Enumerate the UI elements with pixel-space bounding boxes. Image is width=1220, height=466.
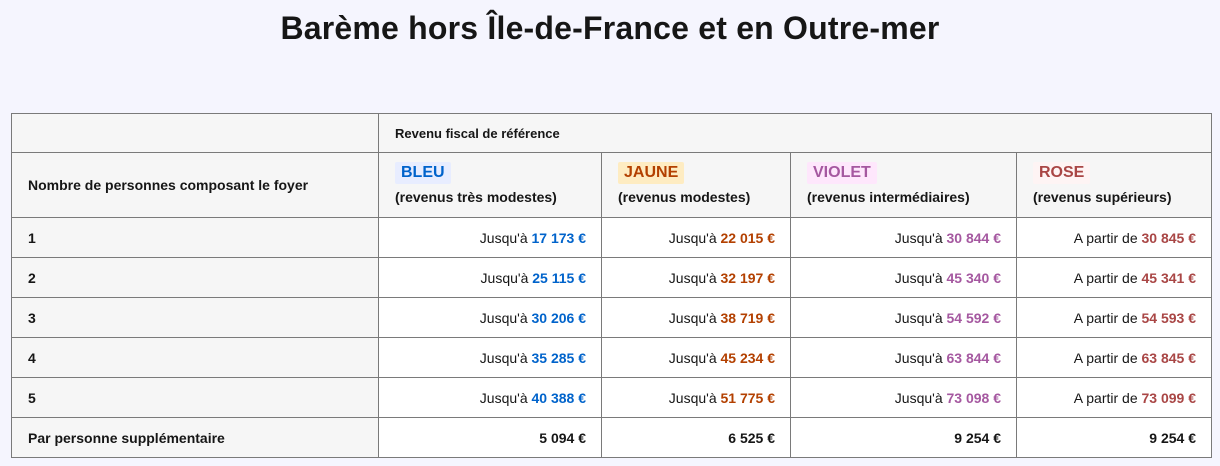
- cell-violet: Jusqu'à 73 098 €: [790, 377, 1017, 418]
- amount-bleu: 17 173 €: [531, 229, 587, 246]
- cell-rose: A partir de 73 099 €: [1016, 377, 1212, 418]
- category-header-rose: ROSE (revenus supérieurs): [1016, 152, 1212, 218]
- prefix-upto: Jusqu'à: [894, 309, 947, 326]
- category-subtitle-violet: (revenus intermédiaires): [807, 189, 970, 205]
- cell-bleu: 5 094 €: [378, 417, 602, 458]
- amount-rose: 45 341 €: [1141, 269, 1197, 286]
- category-subtitle-bleu: (revenus très modestes): [395, 189, 557, 205]
- category-subtitle-jaune: (revenus modestes): [618, 189, 751, 205]
- prefix-upto: Jusqu'à: [668, 309, 721, 326]
- row-label: 1: [11, 217, 379, 258]
- prefix-from: A partir de: [1073, 389, 1142, 406]
- cell-bleu: Jusqu'à 25 115 €: [378, 257, 602, 298]
- amount-jaune: 51 775 €: [720, 389, 776, 406]
- amount-rose: 54 593 €: [1141, 309, 1197, 326]
- cell-violet: Jusqu'à 45 340 €: [790, 257, 1017, 298]
- amount-jaune: 38 719 €: [720, 309, 776, 326]
- prefix-upto: Jusqu'à: [668, 349, 721, 366]
- category-tag-violet: VIOLET: [807, 162, 877, 184]
- cell-violet: Jusqu'à 54 592 €: [790, 297, 1017, 338]
- cell-rose: A partir de 45 341 €: [1016, 257, 1212, 298]
- cell-violet: Jusqu'à 30 844 €: [790, 217, 1017, 258]
- prefix-upto: Jusqu'à: [668, 269, 721, 286]
- row-label: Par personne supplémentaire: [11, 417, 379, 458]
- row-label: 3: [11, 297, 379, 338]
- amount-rose: 63 845 €: [1141, 349, 1197, 366]
- cell-rose: A partir de 63 845 €: [1016, 337, 1212, 378]
- prefix-upto: Jusqu'à: [668, 229, 721, 246]
- cell-jaune: Jusqu'à 38 719 €: [601, 297, 791, 338]
- cell-rose: A partir de 30 845 €: [1016, 217, 1212, 258]
- amount-rose: 30 845 €: [1141, 229, 1197, 246]
- prefix-upto: Jusqu'à: [894, 269, 947, 286]
- amount-bleu: 25 115 €: [532, 269, 586, 286]
- amount-jaune: 45 234 €: [720, 349, 776, 366]
- row-label: 2: [11, 257, 379, 298]
- prefix-upto: Jusqu'à: [479, 389, 532, 406]
- cell-rose: 9 254 €: [1016, 417, 1212, 458]
- cell-jaune: Jusqu'à 51 775 €: [601, 377, 791, 418]
- cell-violet: 9 254 €: [790, 417, 1017, 458]
- prefix-from: A partir de: [1073, 269, 1142, 286]
- table-row: 2 Jusqu'à 25 115 € Jusqu'à 32 197 € Jusq…: [11, 257, 1212, 298]
- prefix-upto: Jusqu'à: [479, 309, 532, 326]
- cell-jaune: Jusqu'à 22 015 €: [601, 217, 791, 258]
- table-row-extra-person: Par personne supplémentaire 5 094 € 6 52…: [11, 417, 1212, 458]
- prefix-from: A partir de: [1073, 229, 1142, 246]
- table-row: 3 Jusqu'à 30 206 € Jusqu'à 38 719 € Jusq…: [11, 297, 1212, 338]
- prefix-upto: Jusqu'à: [894, 349, 947, 366]
- category-tag-jaune: JAUNE: [618, 162, 685, 184]
- table-row: 5 Jusqu'à 40 388 € Jusqu'à 51 775 € Jusq…: [11, 377, 1212, 418]
- amount-bleu: 40 388 €: [531, 389, 587, 406]
- cell-jaune: 6 525 €: [601, 417, 791, 458]
- row-label: 5: [11, 377, 379, 418]
- table-corner-cell: [11, 113, 379, 153]
- amount-violet: 54 592 €: [946, 309, 1002, 326]
- table-row: 4 Jusqu'à 35 285 € Jusqu'à 45 234 € Jusq…: [11, 337, 1212, 378]
- prefix-upto: Jusqu'à: [668, 389, 721, 406]
- category-header-violet: VIOLET (revenus intermédiaires): [790, 152, 1017, 218]
- category-header-bleu: BLEU (revenus très modestes): [378, 152, 602, 218]
- category-tag-bleu: BLEU: [395, 162, 451, 184]
- cell-rose: A partir de 54 593 €: [1016, 297, 1212, 338]
- category-tag-rose: ROSE: [1033, 162, 1091, 184]
- amount-violet: 73 098 €: [946, 389, 1002, 406]
- amount-violet: 45 340 €: [946, 269, 1002, 286]
- household-size-header: Nombre de personnes composant le foyer: [11, 152, 379, 218]
- revenu-fiscal-header: Revenu fiscal de référence: [378, 113, 1212, 153]
- amount-jaune: 22 015 €: [720, 229, 776, 246]
- cell-bleu: Jusqu'à 30 206 €: [378, 297, 602, 338]
- amount-violet: 63 844 €: [946, 349, 1002, 366]
- prefix-upto: Jusqu'à: [894, 389, 947, 406]
- amount-jaune: 32 197 €: [720, 269, 776, 286]
- amount-violet: 30 844 €: [946, 229, 1002, 246]
- prefix-upto: Jusqu'à: [894, 229, 947, 246]
- amount-rose: 73 099 €: [1141, 389, 1197, 406]
- amount-bleu: 35 285 €: [531, 349, 587, 366]
- cell-violet: Jusqu'à 63 844 €: [790, 337, 1017, 378]
- table-row: 1 Jusqu'à 17 173 € Jusqu'à 22 015 € Jusq…: [11, 217, 1212, 258]
- cell-jaune: Jusqu'à 45 234 €: [601, 337, 791, 378]
- cell-bleu: Jusqu'à 35 285 €: [378, 337, 602, 378]
- cell-bleu: Jusqu'à 17 173 €: [378, 217, 602, 258]
- cell-jaune: Jusqu'à 32 197 €: [601, 257, 791, 298]
- prefix-upto: Jusqu'à: [479, 229, 532, 246]
- row-label: 4: [11, 337, 379, 378]
- category-header-jaune: JAUNE (revenus modestes): [601, 152, 791, 218]
- prefix-from: A partir de: [1073, 309, 1142, 326]
- prefix-upto: Jusqu'à: [480, 269, 533, 286]
- category-subtitle-rose: (revenus supérieurs): [1033, 189, 1172, 205]
- amount-bleu: 30 206 €: [531, 309, 587, 326]
- page-title: Barème hors Île-de-France et en Outre-me…: [280, 10, 940, 46]
- cell-bleu: Jusqu'à 40 388 €: [378, 377, 602, 418]
- prefix-from: A partir de: [1073, 349, 1142, 366]
- prefix-upto: Jusqu'à: [479, 349, 532, 366]
- income-scale-table: Revenu fiscal de référence Nombre de per…: [11, 113, 1212, 458]
